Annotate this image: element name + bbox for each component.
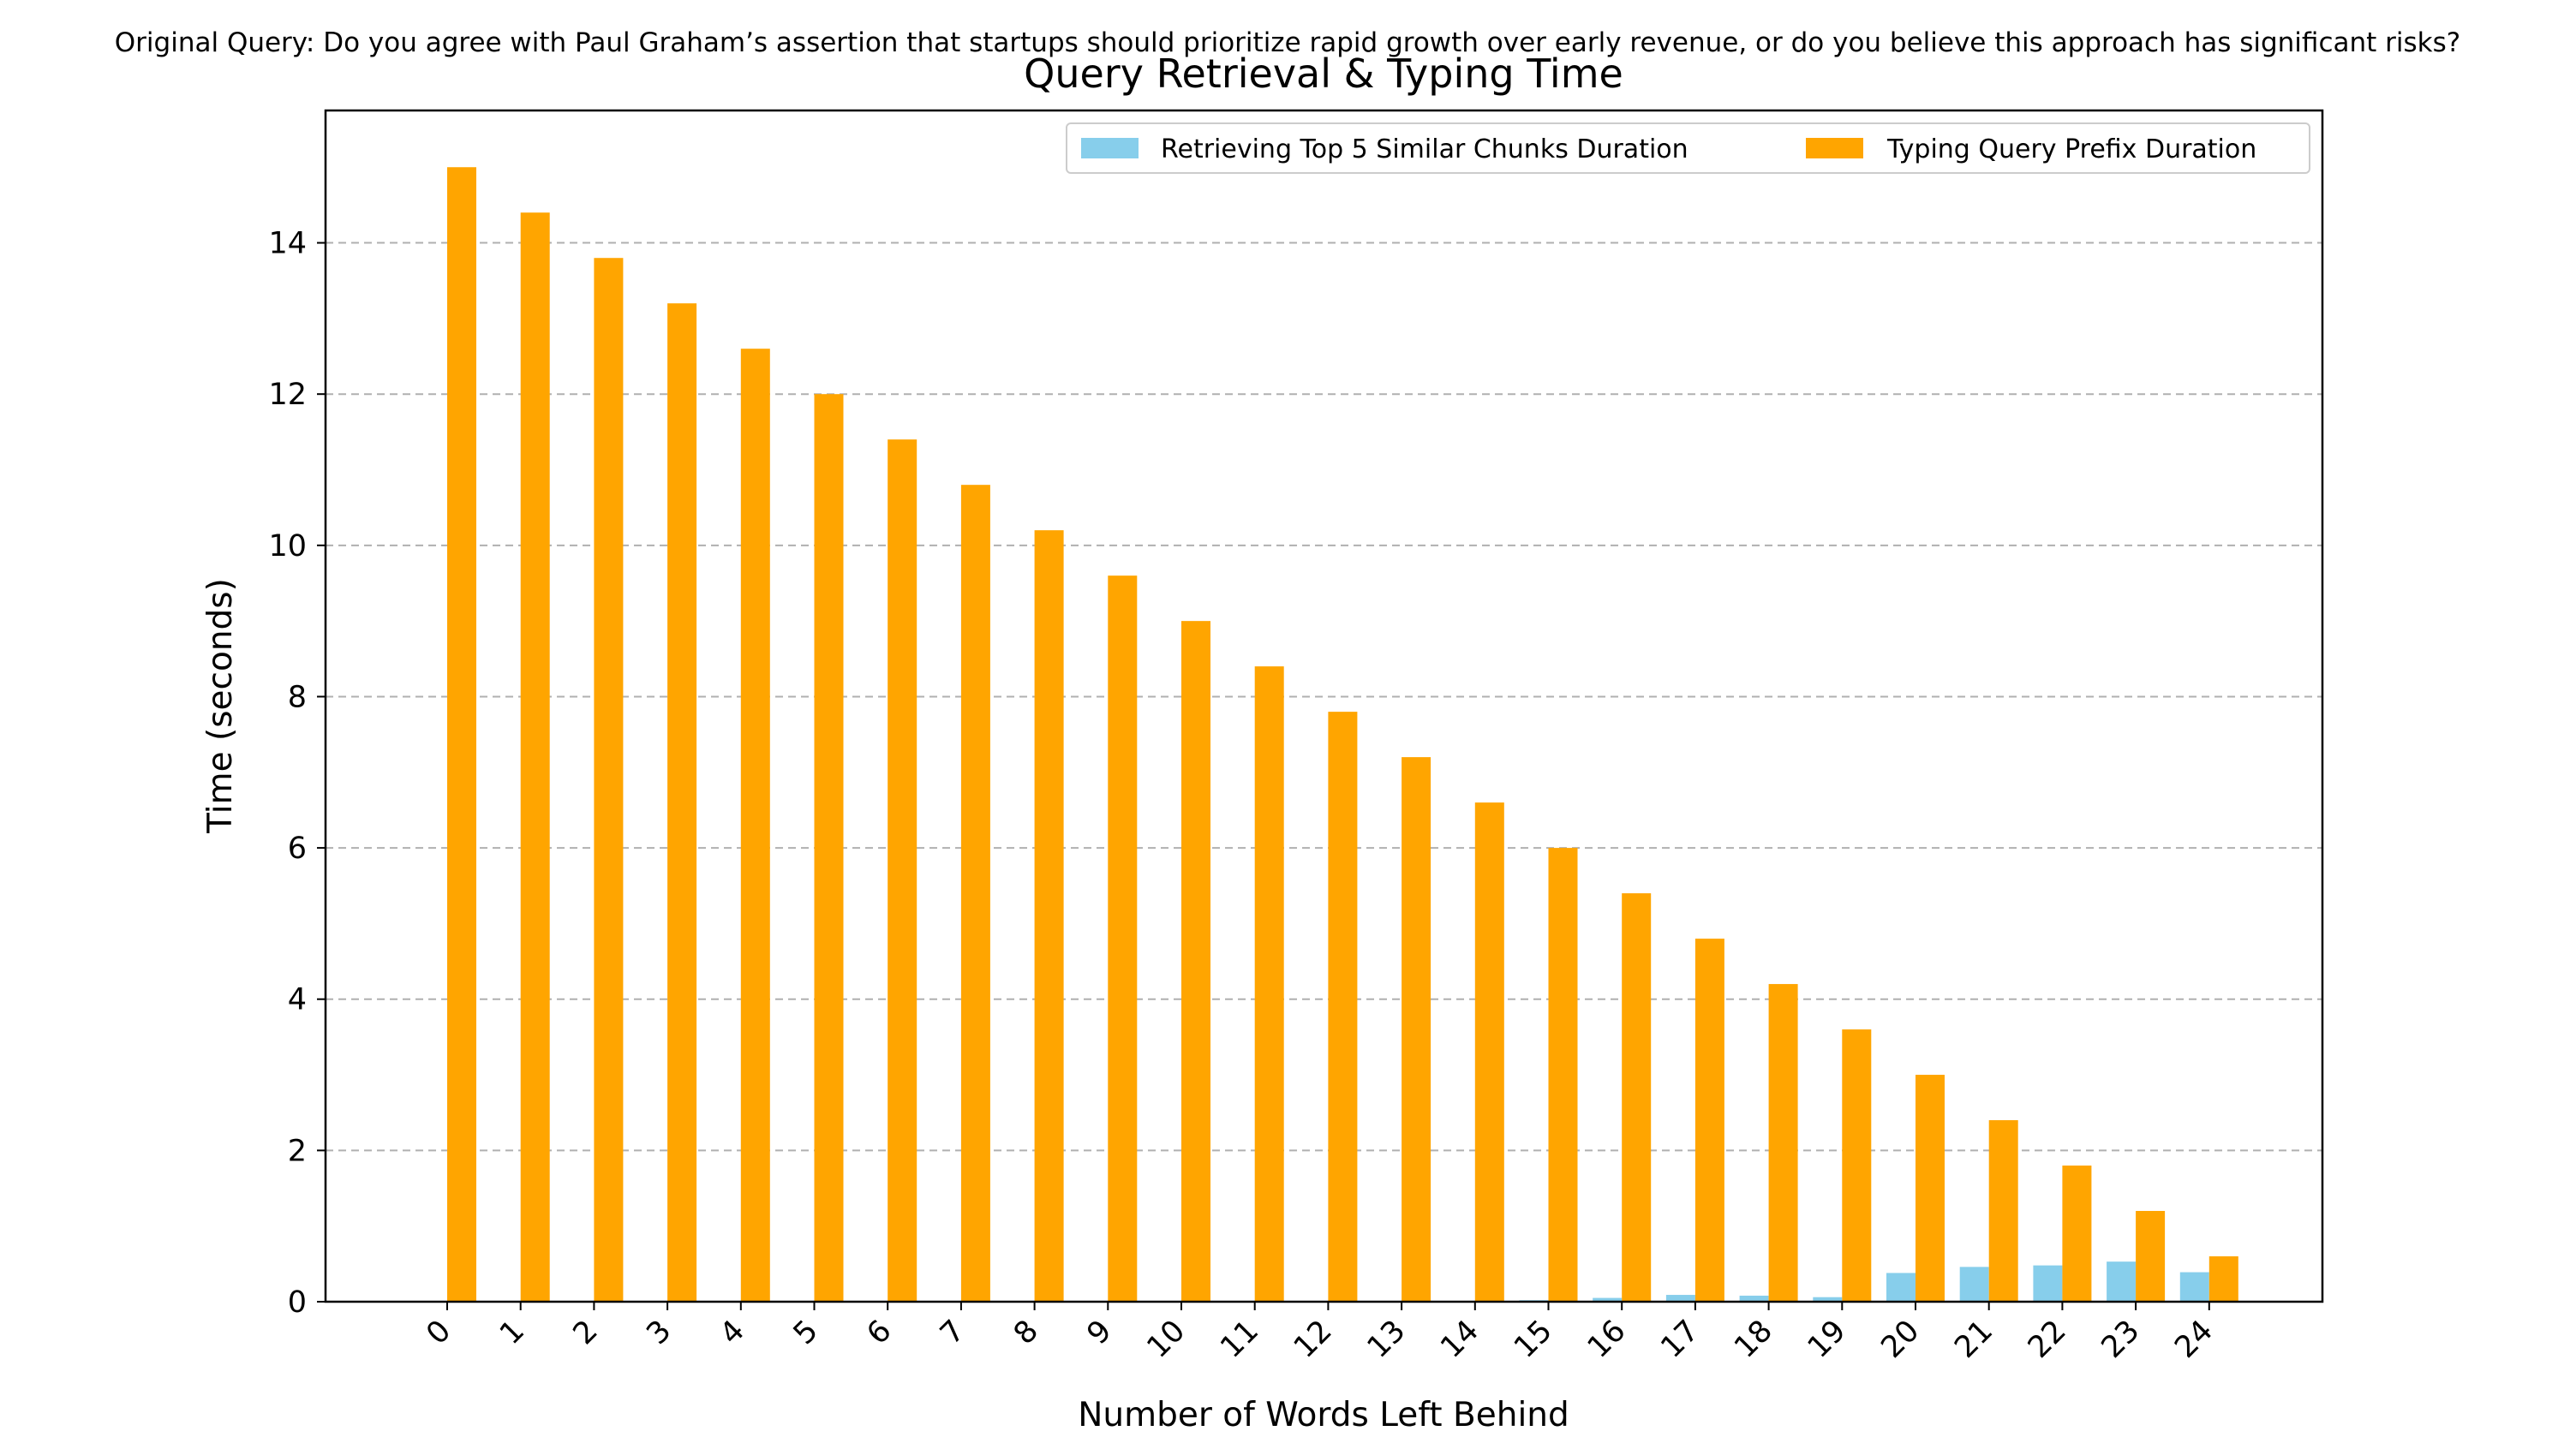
- legend: Retrieving Top 5 Similar Chunks Duration…: [1066, 122, 2310, 174]
- bar-series0-19: [1813, 1297, 1843, 1302]
- bar-series1-16: [1622, 893, 1652, 1302]
- bar-series1-0: [447, 167, 476, 1303]
- bar-series1-10: [1181, 621, 1210, 1302]
- bar-series0-21: [1959, 1267, 1989, 1302]
- x-axis-label: Number of Words Left Behind: [1078, 1396, 1569, 1434]
- legend-label-1: Typing Query Prefix Duration: [1886, 134, 2256, 164]
- y-tick-label-4: 4: [288, 983, 307, 1017]
- bar-series1-12: [1328, 712, 1358, 1302]
- y-axis-ticks: 0 2 4 6 8 10 12 14: [268, 227, 326, 1320]
- bar-series0-18: [1739, 1295, 1769, 1302]
- legend-swatch-1: [1806, 138, 1863, 158]
- bar-series1-7: [960, 485, 990, 1302]
- bar-series1-14: [1474, 802, 1504, 1302]
- bar-series1-20: [1916, 1075, 1945, 1302]
- bar-series0-20: [1886, 1273, 1916, 1302]
- chart-title: Query Retrieval & Typing Time: [1024, 51, 1623, 97]
- bar-series1-19: [1842, 1029, 1872, 1302]
- y-tick-label-12: 12: [268, 378, 307, 412]
- legend-swatch-0: [1081, 138, 1139, 158]
- y-tick-label-10: 10: [268, 529, 307, 564]
- bar-series0-24: [2179, 1272, 2209, 1302]
- bar-series1-9: [1108, 575, 1138, 1302]
- bar-series0-16: [1593, 1297, 1623, 1302]
- bar-series1-15: [1548, 848, 1578, 1302]
- y-tick-label-8: 8: [288, 680, 307, 714]
- bar-series1-3: [667, 303, 697, 1303]
- y-tick-label-0: 0: [288, 1285, 307, 1320]
- legend-box: [1066, 122, 2310, 174]
- bars: [447, 167, 2238, 1303]
- bar-series1-6: [888, 439, 917, 1302]
- bar-series1-13: [1402, 757, 1431, 1302]
- y-tick-label-14: 14: [268, 227, 307, 261]
- bar-series0-17: [1665, 1295, 1695, 1302]
- bar-series1-21: [1988, 1120, 2018, 1302]
- bar-series1-5: [814, 394, 844, 1303]
- bar-series1-1: [520, 212, 550, 1303]
- bar-series0-23: [2107, 1261, 2137, 1302]
- bar-series0-22: [2033, 1265, 2063, 1302]
- y-tick-label-2: 2: [288, 1134, 307, 1168]
- chart-suptitle: Original Query: Do you agree with Paul G…: [115, 27, 2460, 58]
- bar-series1-18: [1768, 984, 1798, 1302]
- bar-series1-24: [2208, 1256, 2238, 1302]
- bar-series1-8: [1034, 530, 1064, 1302]
- y-axis-label: Time (seconds): [201, 578, 240, 834]
- bar-series1-17: [1694, 939, 1724, 1302]
- bar-series1-22: [2062, 1166, 2092, 1302]
- plot-frame: [324, 109, 2324, 1303]
- bar-series1-11: [1254, 666, 1284, 1302]
- bar-series1-23: [2136, 1211, 2166, 1302]
- legend-label-0: Retrieving Top 5 Similar Chunks Duration: [1161, 134, 1688, 164]
- bar-series1-2: [594, 258, 624, 1303]
- y-tick-label-6: 6: [288, 832, 307, 866]
- bar-series1-4: [740, 349, 770, 1303]
